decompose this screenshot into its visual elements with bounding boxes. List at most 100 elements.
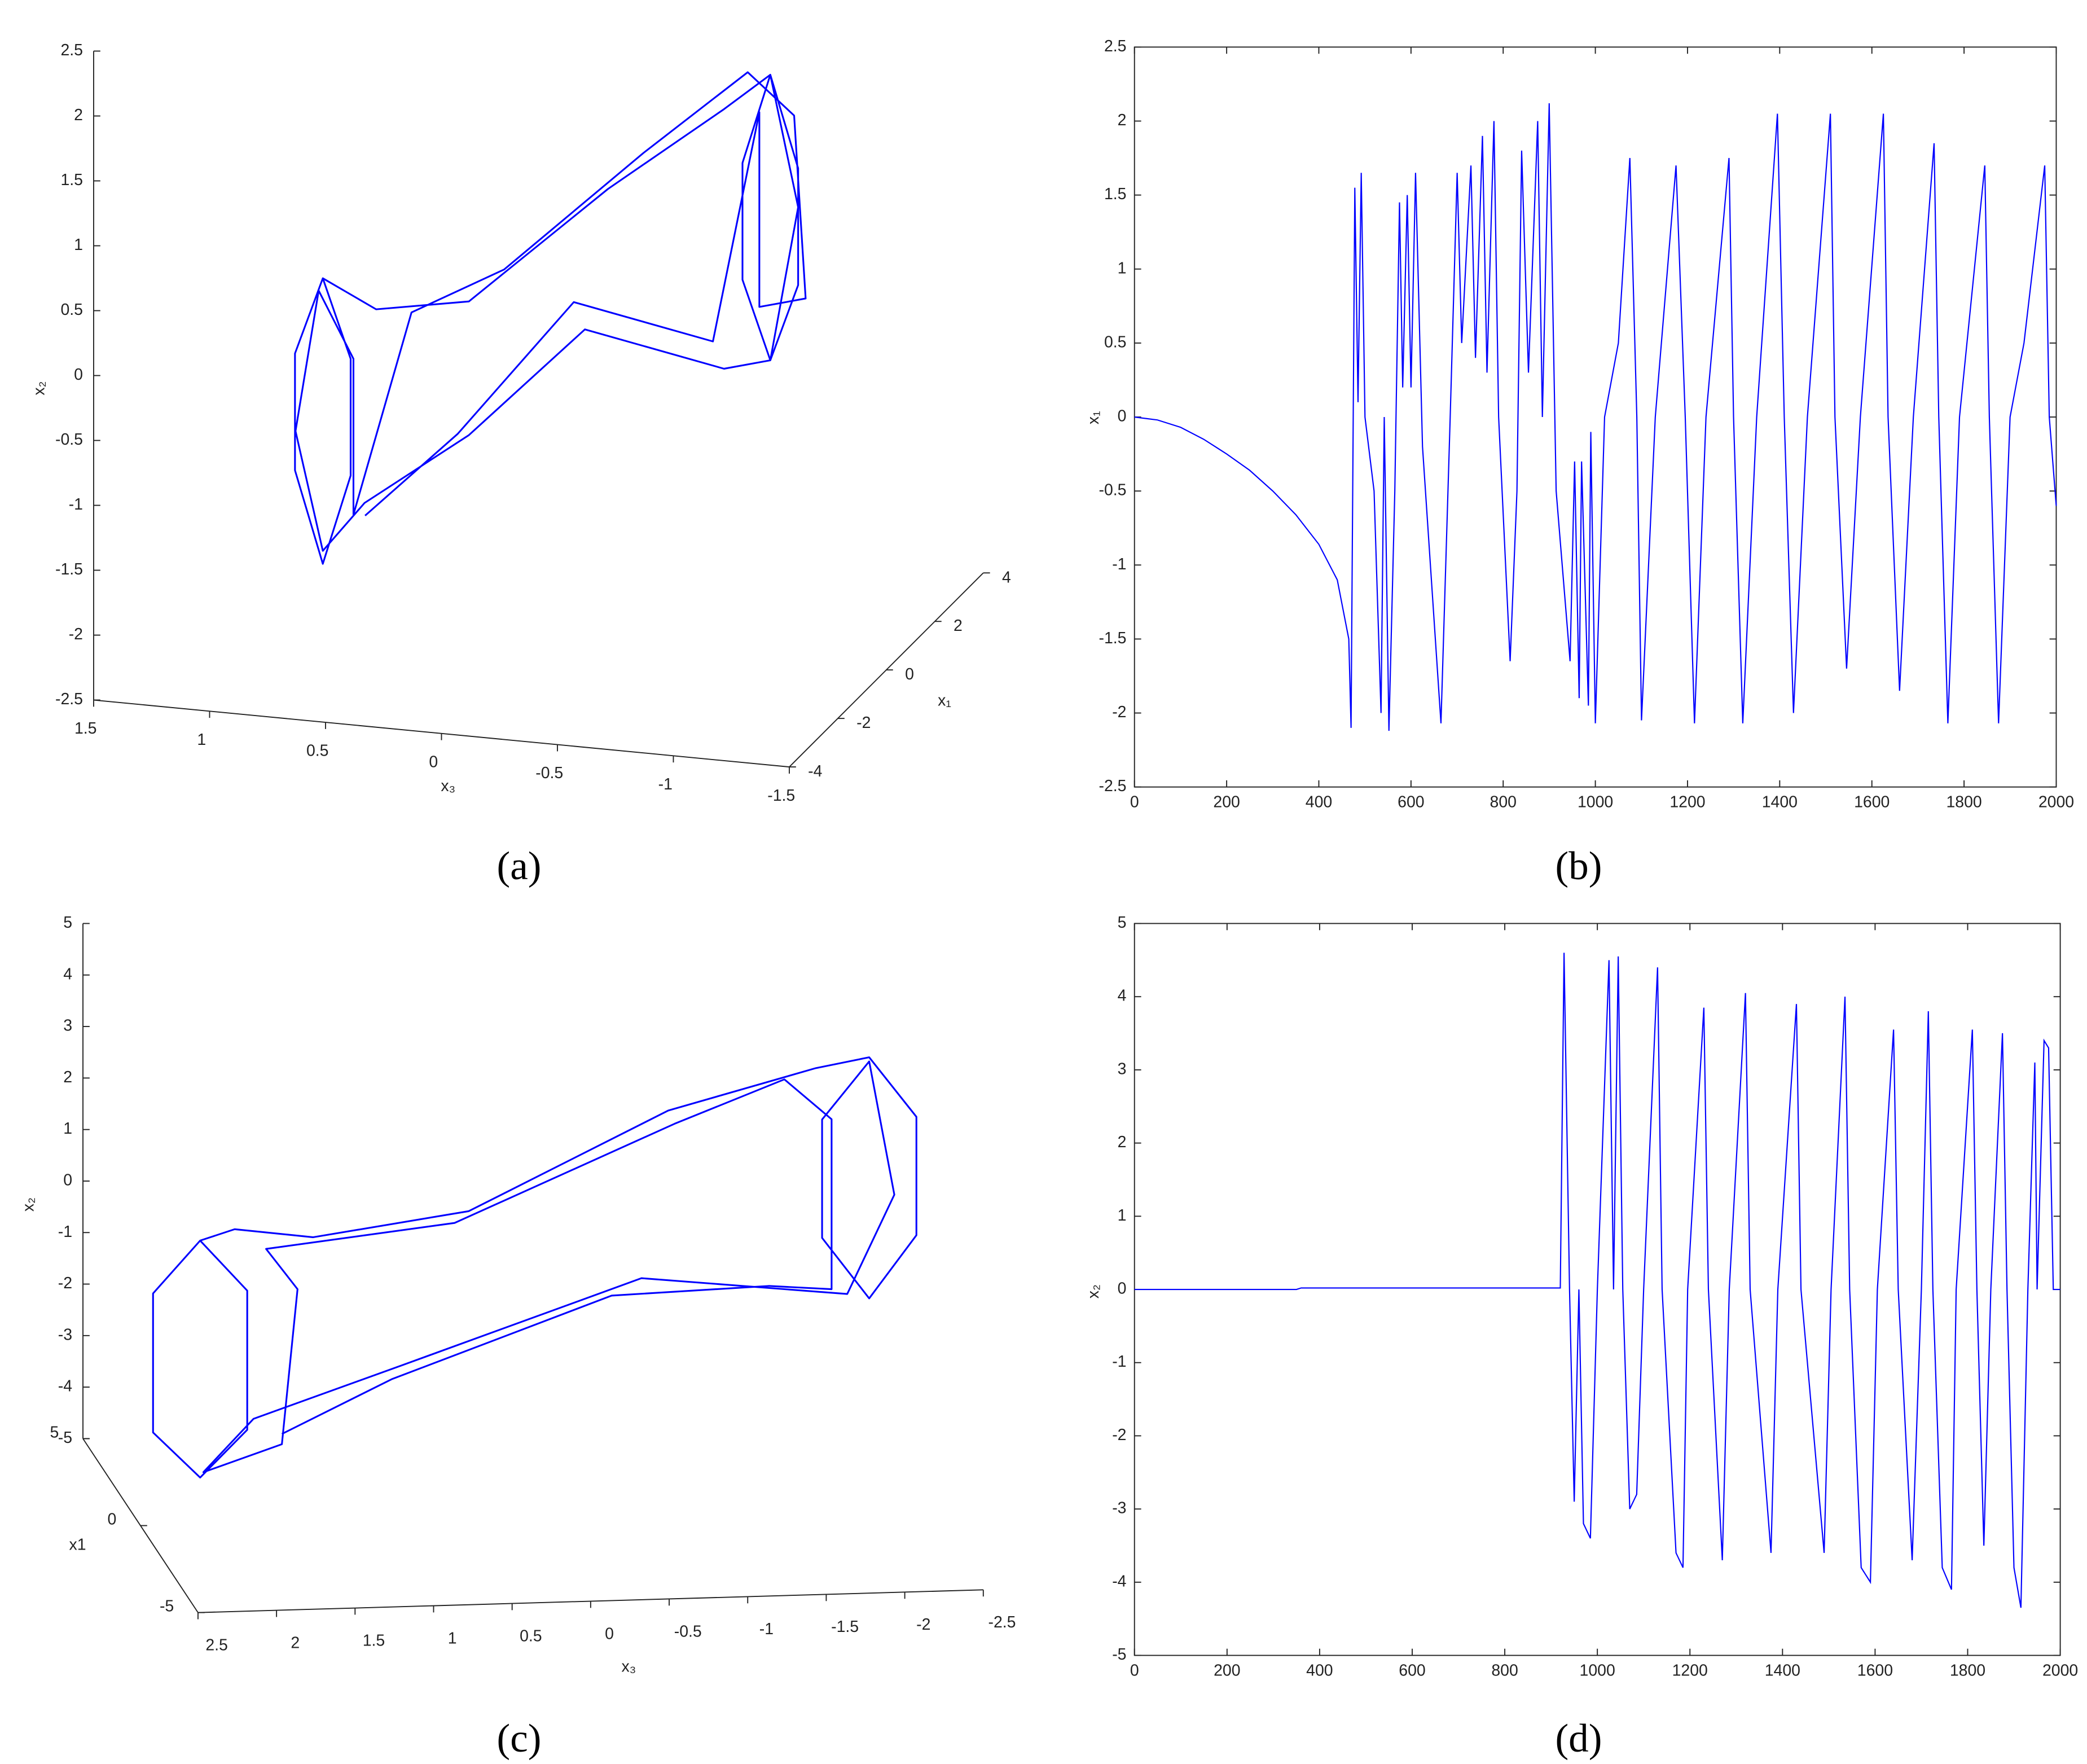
y-tick-label: -2 (856, 714, 871, 732)
x-tick-label: 1 (197, 731, 206, 749)
x-tick-label: 1600 (1857, 1661, 1893, 1679)
y-tick-label: 2 (954, 617, 963, 635)
y-axis-label: x1 (69, 1536, 86, 1554)
x-axis-label: x₃ (441, 777, 455, 795)
z-tick-label: -4 (58, 1377, 72, 1396)
z-tick-label: 1 (74, 236, 83, 254)
y-tick-label: 4 (1002, 568, 1011, 586)
y-tick-label: 4 (1118, 987, 1127, 1005)
z-tick-label: 1 (63, 1120, 72, 1138)
x-tick-label: 1 (448, 1629, 457, 1647)
x-tick-label: 1800 (1950, 1661, 1985, 1679)
z-tick-label: -3 (58, 1326, 72, 1344)
trajectory (152, 1056, 917, 1478)
y-tick-label: -2 (1112, 703, 1126, 721)
x-tick-label: -1.5 (831, 1618, 859, 1636)
z-tick-label: 4 (63, 965, 72, 983)
x-tick-label: 600 (1398, 793, 1424, 811)
x-tick-label: 0 (1130, 1661, 1139, 1679)
z-tick-label: 1.5 (60, 171, 83, 189)
y-tick-label: 1 (1118, 259, 1127, 277)
z-axis-label: x₂ (20, 1197, 38, 1212)
x-tick-label: -0.5 (535, 764, 563, 782)
z-tick-label: -5 (58, 1429, 72, 1447)
z-tick-label: -2 (69, 625, 83, 643)
x-tick-label: 0.5 (306, 742, 329, 760)
x-tick-label: 400 (1306, 793, 1332, 811)
x-tick-label: 1200 (1669, 793, 1705, 811)
z-tick-label: 2 (63, 1068, 72, 1086)
x-tick-label: -2 (916, 1616, 930, 1634)
x-tick-label: 1000 (1580, 1661, 1615, 1679)
y-axis-label: x₁ (1084, 411, 1102, 424)
z-tick-label: 3 (63, 1017, 72, 1035)
y-tick-label: -0.5 (1099, 481, 1126, 499)
z-tick-label: 0 (63, 1171, 72, 1189)
z-tick-label: 2.5 (60, 41, 83, 59)
z-tick-label: -1.5 (55, 560, 83, 578)
x-tick-label: 600 (1399, 1661, 1425, 1679)
y-tick-label: -2 (1112, 1426, 1126, 1444)
z-tick-label: 0.5 (60, 301, 83, 319)
z-tick-label: -2 (58, 1274, 72, 1292)
x-tick-label: 800 (1491, 1661, 1518, 1679)
x-tick-label: 2 (291, 1634, 300, 1652)
x-tick-label: 200 (1213, 793, 1240, 811)
y-tick-label: 0.5 (1104, 333, 1127, 351)
z-tick-label: 0 (74, 366, 83, 384)
x-tick-label: -2.5 (988, 1613, 1016, 1631)
y-tick-label: 2.5 (1104, 37, 1127, 55)
y-tick-label: 1 (1118, 1206, 1127, 1225)
x-tick-label: -1 (759, 1620, 774, 1638)
plot-frame (1133, 46, 2057, 788)
z-tick-label: 5 (63, 914, 72, 932)
y-tick-label: -3 (1112, 1499, 1126, 1517)
x-tick-label: 1200 (1672, 1661, 1708, 1679)
z-axis-label: x₂ (30, 381, 49, 395)
trajectory (294, 71, 807, 565)
y-tick-label: -5 (160, 1598, 174, 1616)
y-tick-label: -2.5 (1099, 777, 1126, 795)
panel-caption: (d) (1555, 1717, 1602, 1761)
x-tick-label: 1000 (1578, 793, 1613, 811)
y-tick-label: 0 (905, 665, 914, 683)
x-tick-label: 400 (1306, 1661, 1333, 1679)
y-axis-label: x₂ (1084, 1284, 1102, 1298)
y-tick-label: -4 (1112, 1572, 1126, 1590)
y-tick-label: 5 (1118, 914, 1127, 932)
x-tick-label: 0 (1130, 793, 1139, 811)
x-tick-label: -1.5 (767, 787, 795, 805)
x-tick-label: 0.5 (520, 1627, 542, 1645)
y-tick-label: 2 (1118, 111, 1127, 129)
x-tick-label: 1.5 (363, 1631, 385, 1649)
z-tick-label: -1 (69, 495, 83, 514)
y-tick-label: 1.5 (1104, 185, 1127, 203)
x-tick-label: 800 (1490, 793, 1517, 811)
x-tick-label: -0.5 (674, 1622, 702, 1640)
x-tick-label: 1600 (1854, 793, 1890, 811)
x-tick-label: 1800 (1946, 793, 1981, 811)
y-tick-label: 0 (1118, 1280, 1127, 1298)
x-tick-label: 2000 (2038, 793, 2074, 811)
x-tick-label: 1400 (1762, 793, 1798, 811)
x-tick-label: 2000 (2042, 1661, 2078, 1679)
panel-caption: (b) (1555, 844, 1602, 888)
x-tick-label: -1 (658, 775, 673, 793)
z-tick-label: -1 (58, 1223, 72, 1241)
panel-caption: (a) (497, 844, 542, 888)
y-tick-label: -4 (808, 762, 822, 780)
x-tick-label: 0 (429, 753, 438, 771)
y-tick-label: -5 (1112, 1645, 1126, 1664)
y-tick-label: -1.5 (1099, 629, 1126, 647)
x-axis-label: x₃ (622, 1657, 636, 1675)
series-line (1134, 103, 2057, 731)
x-tick-label: 1.5 (74, 719, 97, 738)
z-tick-label: 2 (74, 106, 83, 124)
x-tick-label: 2.5 (205, 1636, 228, 1654)
y-tick-label: 0 (107, 1511, 116, 1529)
x-tick-label: 200 (1214, 1661, 1240, 1679)
x-tick-label: 1400 (1765, 1661, 1800, 1679)
y-tick-label: -1 (1112, 1353, 1126, 1371)
y-tick-label: -1 (1112, 555, 1126, 573)
